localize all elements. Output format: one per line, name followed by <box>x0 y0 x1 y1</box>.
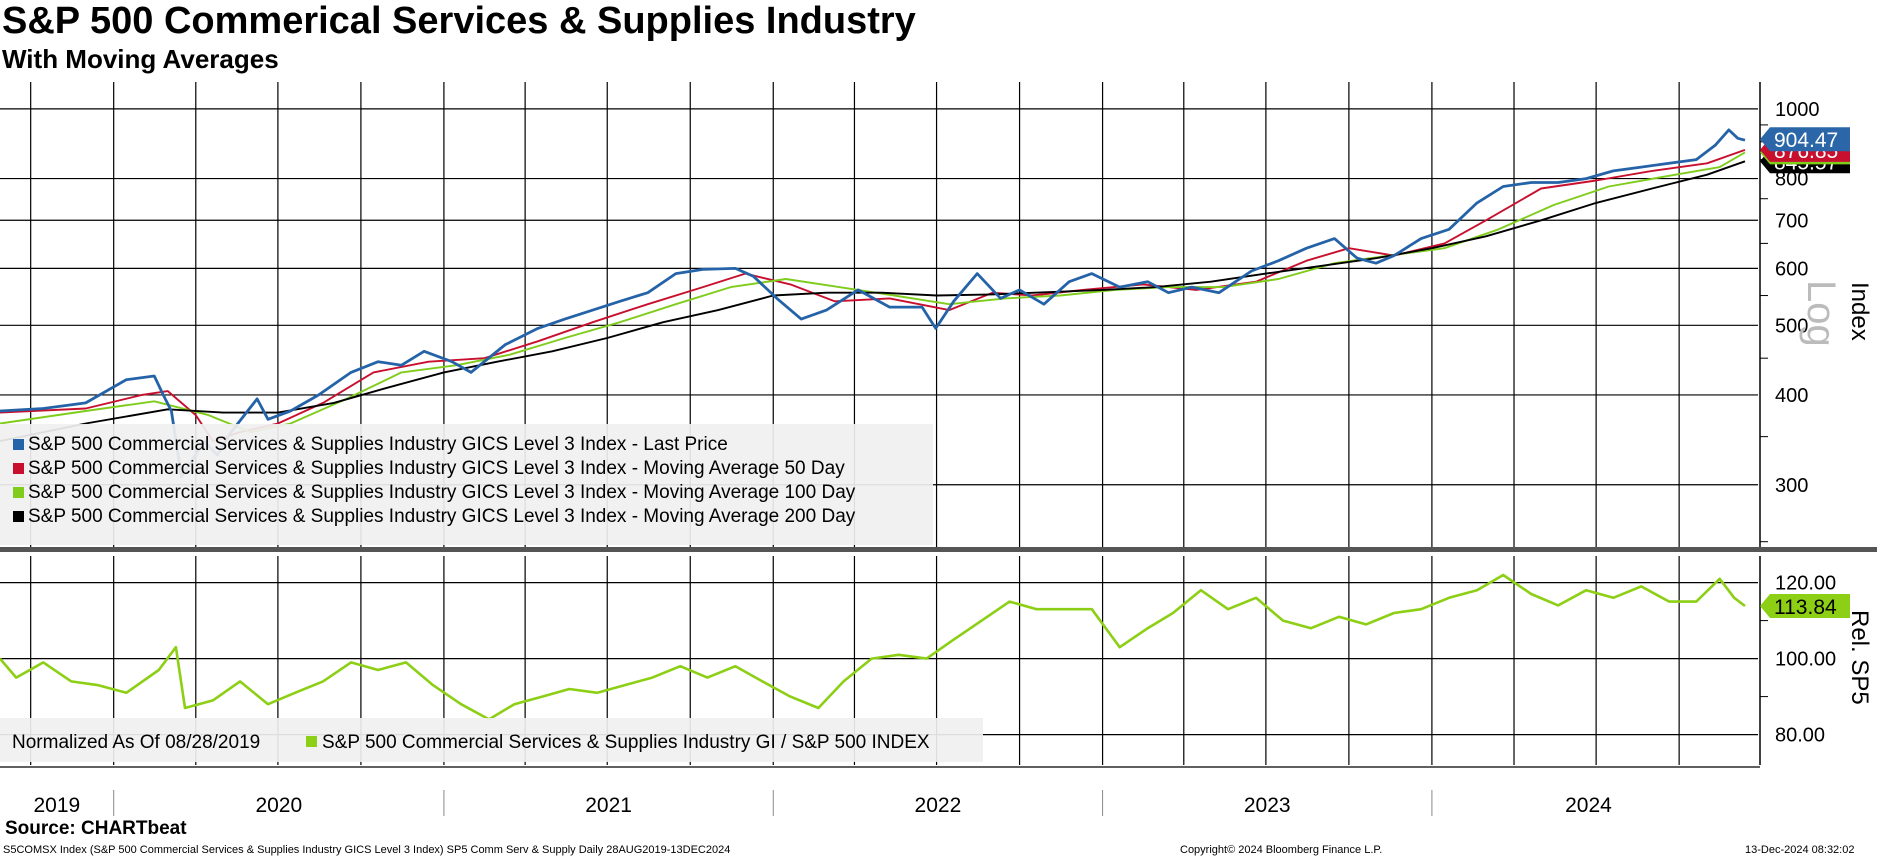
last-price-value-tag-text: 904.47 <box>1774 129 1838 152</box>
y-tick-label: 700 <box>1775 210 1808 232</box>
y-tick-label: 80.00 <box>1775 725 1825 747</box>
legend-swatch <box>13 511 24 522</box>
legend-background <box>0 718 983 762</box>
ratio-line <box>0 573 1746 721</box>
legend-entry: S&P 500 Commercial Services & Supplies I… <box>28 434 728 455</box>
legend-swatch <box>13 463 24 474</box>
x-tick-label: 2024 <box>1565 794 1612 817</box>
legend-relative: Normalized As Of 08/28/2019 S&P 500 Comme… <box>0 718 983 762</box>
series-line-2 <box>0 151 1746 434</box>
legend-normalized-note: Normalized As Of 08/28/2019 <box>12 732 260 753</box>
panel-separator <box>0 547 1877 552</box>
x-tick-label: 2020 <box>255 794 302 817</box>
legend-entry: S&P 500 Commercial Services & Supplies I… <box>28 506 856 527</box>
y-tick-label: 800 <box>1775 169 1808 191</box>
ratio-value-tag-text: 113.84 <box>1774 596 1837 619</box>
legend-swatch <box>306 736 317 747</box>
y-tick-label: 600 <box>1775 258 1808 280</box>
last-price-value-tag-bg <box>1760 127 1850 152</box>
legend-swatch <box>13 439 24 450</box>
legend-entry: S&P 500 Commercial Services & Supplies I… <box>322 732 930 753</box>
y-tick-label: 100.00 <box>1775 649 1836 671</box>
footer-description: S5COMSX Index (S&P 500 Commercial Servic… <box>3 844 731 856</box>
x-tick-label: 2022 <box>915 794 962 817</box>
legend-swatch <box>13 487 24 498</box>
x-tick-label: 2023 <box>1244 794 1291 817</box>
chart-subtitle: With Moving Averages <box>2 44 279 74</box>
y-tick-label: 1000 <box>1775 99 1820 121</box>
source-label: Source: CHARTbeat <box>5 818 187 839</box>
log-scale-label: Log <box>1799 280 1843 347</box>
series-line-1 <box>0 149 1746 443</box>
series-line-0 <box>0 128 1746 478</box>
legend-main: S&P 500 Commercial Services & Supplies I… <box>0 424 933 545</box>
last-price-value-tag: 904.47 <box>1760 127 1850 152</box>
legend-entry: S&P 500 Commercial Services & Supplies I… <box>28 458 845 479</box>
ratio-value-tag: 113.84 <box>1760 594 1850 619</box>
footer-timestamp: 13-Dec-2024 08:32:02 <box>1745 844 1855 856</box>
y-axis-title-rel: Rel. SP5 <box>1846 610 1873 705</box>
y-tick-label: 300 <box>1775 475 1808 497</box>
series-line-3 <box>0 160 1746 443</box>
y-tick-label: 120.00 <box>1775 573 1836 595</box>
chart-title: S&P 500 Commerical Services & Supplies I… <box>2 0 916 42</box>
y-axis-title-index: Index <box>1846 282 1873 341</box>
footer-copyright: Copyright© 2024 Bloomberg Finance L.P. <box>1180 844 1383 856</box>
y-tick-label: 400 <box>1775 385 1808 407</box>
x-tick-label: 2019 <box>33 794 80 817</box>
legend-background <box>0 424 933 545</box>
y-tick-label: 500 <box>1775 315 1808 337</box>
ratio-value-tag-bg <box>1760 594 1850 619</box>
legend-entry: S&P 500 Commercial Services & Supplies I… <box>28 482 856 503</box>
x-tick-label: 2021 <box>585 794 632 817</box>
